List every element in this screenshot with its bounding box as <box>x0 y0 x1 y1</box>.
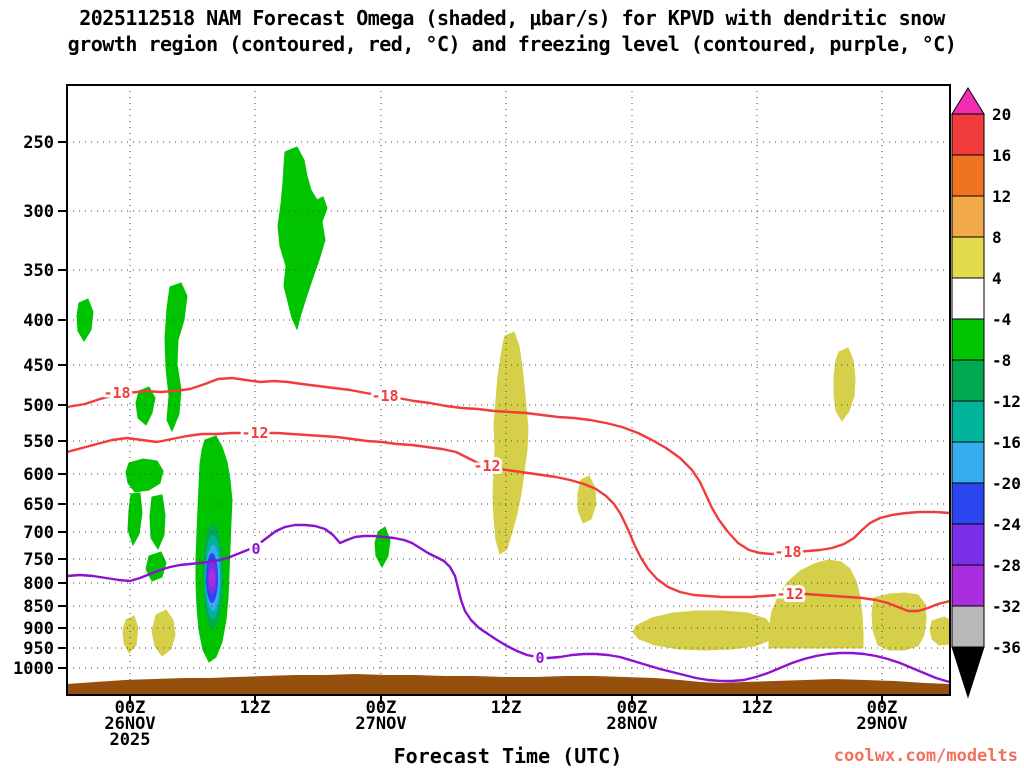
colorbar-label: -36 <box>992 638 1021 657</box>
core-ring-m32 <box>209 569 215 587</box>
x-tick-label: 28NOV <box>606 714 657 734</box>
colorbar-segment <box>951 400 985 443</box>
colorbar-label: 16 <box>992 146 1011 165</box>
green-shading <box>164 282 188 433</box>
contour-label: -18 <box>103 384 130 402</box>
yellow-shading <box>871 592 927 651</box>
green-shading <box>277 146 328 331</box>
watermark-link[interactable]: coolwx.com/modelts <box>833 746 1018 766</box>
y-tick-label: 300 <box>23 202 54 222</box>
x-tick-label: 27NOV <box>355 714 406 734</box>
yellow-shading <box>929 616 951 646</box>
green-shading <box>149 494 166 551</box>
colorbar-label: -32 <box>992 597 1021 616</box>
y-tick-label: 950 <box>23 639 54 659</box>
colorbar-segment <box>951 113 985 156</box>
yellow-shading <box>768 559 864 649</box>
y-tick-label: 400 <box>23 311 54 331</box>
colorbar-cap-top <box>951 87 985 115</box>
y-tick-label: 350 <box>23 261 54 281</box>
chart-title-line2: growth region (contoured, red, °C) and f… <box>67 32 957 56</box>
y-tick-label: 250 <box>23 133 54 153</box>
y-tick-label: 750 <box>23 550 54 570</box>
x-tick-label: 29NOV <box>856 714 907 734</box>
y-tick-label: 450 <box>23 356 54 376</box>
colorbar-segment <box>951 605 985 648</box>
colorbar-segment <box>951 154 985 197</box>
colorbar-segment <box>951 277 985 320</box>
y-tick-label: 850 <box>23 597 54 617</box>
contour-label: -18 <box>371 387 398 405</box>
y-tick-label: 900 <box>23 619 54 639</box>
yellow-shading <box>833 347 856 422</box>
green-shading <box>374 526 391 569</box>
colorbar-label: -12 <box>992 392 1021 411</box>
x-tick-label: 00Z <box>617 698 648 718</box>
y-tick-label: 550 <box>23 432 54 452</box>
x-tick-label: 00Z <box>115 698 146 718</box>
green-shading <box>125 458 164 493</box>
colorbar-label: -28 <box>992 556 1021 575</box>
y-tick-label: 650 <box>23 495 54 515</box>
chart-title-line1: 2025112518 NAM Forecast Omega (shaded, μ… <box>79 6 945 30</box>
dgz-contour-minus18 <box>66 376 951 556</box>
plot-border <box>66 84 951 696</box>
x-axis-label: Forecast Time (UTC) <box>393 744 623 768</box>
colorbar-segment <box>951 236 985 279</box>
y-tick-label: 1000 <box>13 659 54 679</box>
dgz-contour-minus12 <box>66 431 951 613</box>
colorbar-label: 8 <box>992 228 1002 247</box>
yellow-shading <box>492 331 529 555</box>
colorbar-cap-bottom <box>951 646 985 699</box>
green-shading <box>135 386 156 426</box>
freezing-level-contour <box>66 523 951 684</box>
colorbar-segment <box>951 523 985 566</box>
contour-label: 0 <box>535 649 544 667</box>
colorbar-label: -20 <box>992 474 1021 493</box>
y-tick-label: 600 <box>23 465 54 485</box>
x-tick-label: 12Z <box>742 698 773 718</box>
colorbar-label: -24 <box>992 515 1021 534</box>
colorbar-label: -8 <box>992 351 1011 370</box>
contour-label: -18 <box>774 543 801 561</box>
colorbar-segment <box>951 564 985 607</box>
colorbar-label: -4 <box>992 310 1011 329</box>
yellow-shading <box>151 609 176 657</box>
y-tick-label: 500 <box>23 396 54 416</box>
x-tick-label: 12Z <box>491 698 522 718</box>
colorbar-label: -16 <box>992 433 1021 452</box>
x-tick-label: 2025 <box>110 730 151 750</box>
colorbar-label: 12 <box>992 187 1011 206</box>
colorbar-segment <box>951 482 985 525</box>
colorbar-label: 20 <box>992 105 1011 124</box>
contour-label: -12 <box>473 457 500 475</box>
contour-label: 0 <box>251 540 260 558</box>
colorbar-segment <box>951 195 985 238</box>
contour-label: -12 <box>241 424 268 442</box>
green-shading <box>145 551 167 582</box>
y-tick-label: 800 <box>23 574 54 594</box>
x-tick-label: 26NOV <box>104 714 155 734</box>
yellow-shading <box>632 610 773 651</box>
green-shading <box>127 492 143 547</box>
colorbar-segment <box>951 441 985 484</box>
x-tick-label: 00Z <box>867 698 898 718</box>
y-tick-label: 700 <box>23 523 54 543</box>
x-tick-label: 00Z <box>366 698 397 718</box>
terrain <box>67 674 950 694</box>
colorbar-label: 4 <box>992 269 1002 288</box>
contour-label: -12 <box>776 585 803 603</box>
yellow-shading <box>122 615 139 654</box>
x-tick-label: 12Z <box>240 698 271 718</box>
colorbar-segment <box>951 359 985 402</box>
colorbar-segment <box>951 318 985 361</box>
